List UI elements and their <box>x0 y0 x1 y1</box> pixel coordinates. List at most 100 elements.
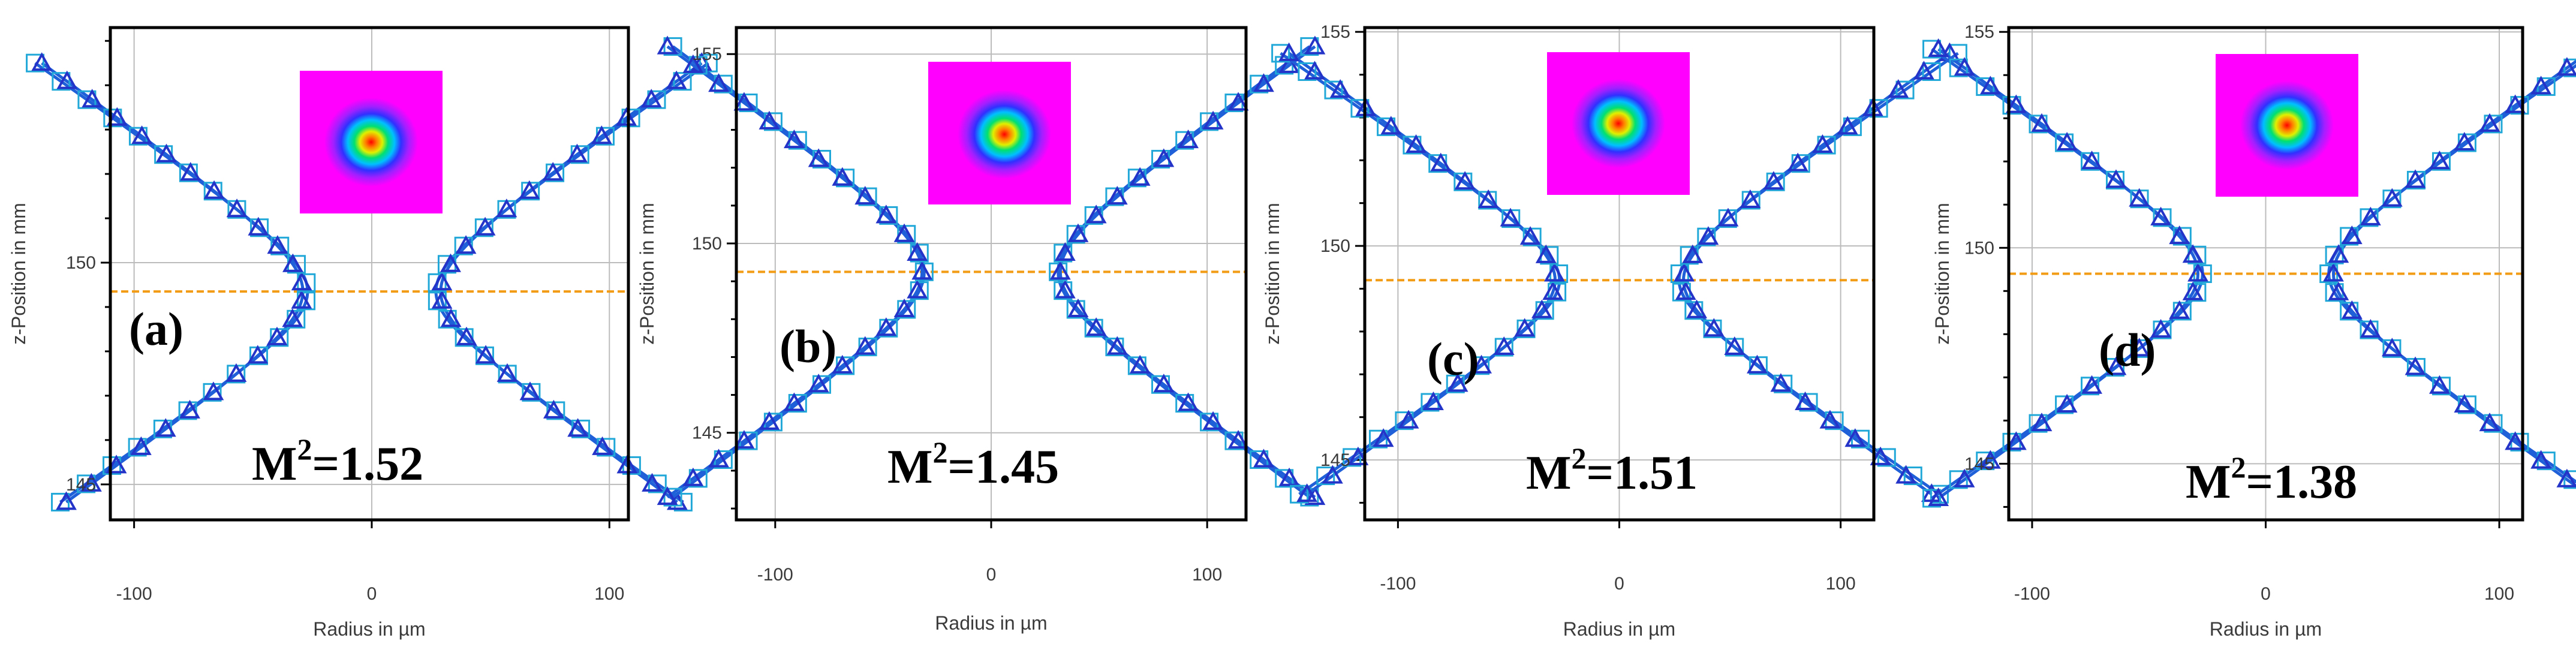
fit-curve-y <box>41 62 305 504</box>
data-point-square <box>454 236 473 255</box>
data-point-triangle <box>832 167 853 186</box>
data-point-square <box>546 163 565 182</box>
data-point-triangle <box>1979 450 2001 469</box>
data-point-triangle <box>1531 299 1552 318</box>
data-point-triangle <box>266 326 288 345</box>
data-point-triangle <box>2129 188 2150 207</box>
data-point-triangle <box>2530 76 2552 95</box>
data-point-triangle <box>1913 61 1934 80</box>
data-point-triangle <box>1380 116 1402 135</box>
data-point-square <box>51 492 70 511</box>
y-tick-label: 145 <box>66 475 96 495</box>
data-point-triangle <box>2182 281 2204 300</box>
data-point-square <box>2360 320 2379 339</box>
data-point-triangle <box>2150 319 2172 338</box>
data-point-triangle <box>1304 61 1325 80</box>
data-point-triangle <box>657 35 678 55</box>
data-point-triangle <box>733 430 755 449</box>
data-point-triangle <box>1430 152 1452 171</box>
data-point-triangle <box>1129 167 1151 186</box>
data-point-triangle <box>640 89 662 108</box>
data-point-square <box>1516 319 1536 338</box>
data-point-square <box>270 328 289 347</box>
data-point-triangle <box>1454 171 1476 190</box>
beam-spot <box>1572 79 1665 168</box>
fit-curve-y <box>439 62 703 504</box>
data-point-triangle <box>1844 428 1866 447</box>
x-tick-label: 0 <box>367 584 377 604</box>
panel-b: -100 0 100 145 150 155 Radius in µm z-Position … <box>636 26 1326 634</box>
data-point-triangle <box>291 272 312 291</box>
plot-frame <box>2007 26 2524 522</box>
data-point-square <box>897 225 916 244</box>
data-point-triangle <box>1106 185 1128 205</box>
data-point-triangle <box>1227 430 1249 449</box>
data-point-triangle <box>1085 204 1107 224</box>
data-point-triangle <box>1304 486 1326 505</box>
y-axis-label: z-Position in mm <box>1931 203 1953 345</box>
data-point-square <box>1300 37 1319 56</box>
data-point-square <box>1054 281 1073 300</box>
data-point-square <box>77 90 97 109</box>
data-point-triangle <box>567 418 589 437</box>
data-point-triangle <box>2429 375 2450 394</box>
data-point-triangle <box>1373 428 1394 447</box>
data-point-triangle <box>2105 356 2127 375</box>
data-point-triangle <box>2479 413 2500 432</box>
data-point-triangle <box>2405 356 2426 375</box>
data-point-triangle <box>1471 354 1492 374</box>
x-tick-label: 100 <box>1192 565 1222 585</box>
data-point-triangle <box>1423 391 1444 410</box>
data-point-triangle <box>2187 263 2208 282</box>
data-point-square <box>52 72 71 91</box>
y-tick-label: 150 <box>692 234 722 254</box>
data-point-triangle <box>1698 226 1719 245</box>
data-point-triangle <box>911 261 933 280</box>
y-tick-label: 150 <box>66 253 96 273</box>
y-axis-label: z-Position in mm <box>8 203 29 345</box>
data-point-triangle <box>2505 94 2526 113</box>
data-point-triangle <box>2381 188 2403 207</box>
data-point-triangle <box>282 253 303 272</box>
data-point-triangle <box>832 354 853 374</box>
data-point-triangle <box>783 130 805 149</box>
data-point-triangle <box>2479 113 2500 132</box>
panel-label: (c) <box>1427 333 1479 385</box>
data-point-square <box>2153 208 2172 227</box>
data-point-triangle <box>1493 336 1515 356</box>
data-point-triangle <box>106 107 128 126</box>
data-point-triangle <box>180 162 201 181</box>
data-point-triangle <box>2454 393 2475 413</box>
data-point-square <box>1949 470 1968 489</box>
data-point-triangle <box>155 418 176 437</box>
beam-spot <box>324 98 418 186</box>
data-point-square <box>1446 374 1465 393</box>
data-point-triangle <box>496 198 517 218</box>
data-point-triangle <box>1519 226 1541 245</box>
data-point-triangle <box>2328 281 2349 300</box>
data-point-triangle <box>893 298 915 317</box>
data-point-square <box>673 72 692 91</box>
data-point-triangle <box>1253 449 1274 468</box>
data-point-square <box>2081 377 2100 396</box>
data-point-triangle <box>248 216 269 236</box>
x-tick-label: -100 <box>116 584 152 604</box>
data-point-triangle <box>1477 189 1499 208</box>
m2-annotation: M2=1.38 <box>2186 450 2357 508</box>
data-point-square <box>179 163 198 182</box>
data-point-triangle <box>1329 79 1351 98</box>
y-axis-label: z-Position in mm <box>1262 203 1283 345</box>
data-point-triangle <box>1787 152 1808 171</box>
data-point-square <box>647 90 666 109</box>
beam-spot <box>958 90 1051 179</box>
data-point-triangle <box>2454 131 2475 151</box>
data-point-square <box>1774 374 1793 393</box>
data-point-square <box>1766 172 1785 191</box>
data-point-triangle <box>591 125 612 145</box>
data-point-triangle <box>1153 374 1175 393</box>
data-point-square <box>1522 227 1542 246</box>
y-tick-label: 155 <box>1964 22 1994 42</box>
data-point-triangle <box>519 180 540 199</box>
x-tick-label: 0 <box>2261 584 2271 604</box>
data-point-triangle <box>2081 375 2102 394</box>
